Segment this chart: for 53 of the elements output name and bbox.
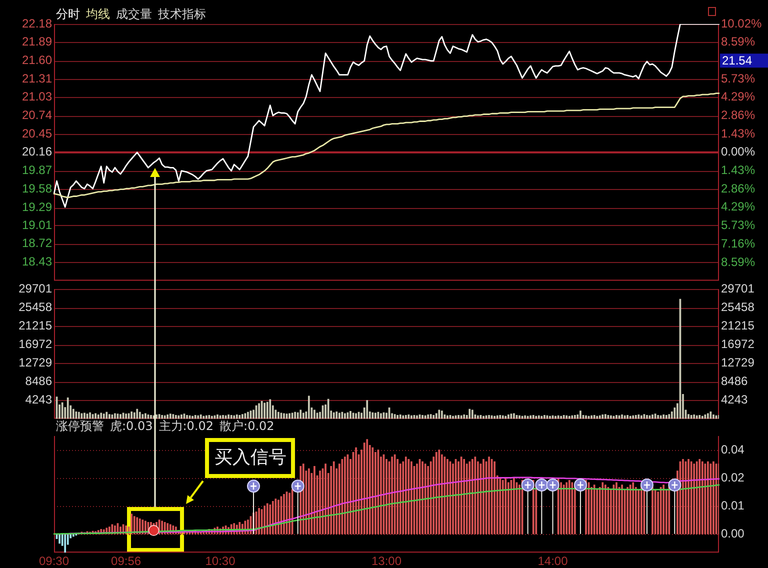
text: 21.54 [722,53,752,68]
y-tick-label: 19.87 [22,163,52,178]
y2-tick-label: 7.16% [721,236,756,250]
y-tick-label: 21.89 [22,34,52,49]
y-tick-label: 25458 [18,300,52,314]
y-tick-label: 4243 [25,392,52,407]
y-tick-label: 18.72 [22,236,52,250]
y-tick-label: 21.03 [22,89,52,104]
y2-tick-label: 4.29% [721,90,756,104]
text: 均线 [85,7,110,22]
y-tick-label: 18.43 [22,254,52,269]
x-tick-label: 10:30 [205,554,236,568]
y-tick-label: 0.04 [721,442,745,456]
y2-tick-label: 8.59% [721,254,756,269]
y-tick-label: 0.02 [721,470,745,484]
y-tick-label: 20.74 [22,108,52,122]
y2-tick-label: 5.73% [721,71,756,86]
y2-tick-label: 8.59% [721,34,756,49]
y-tick-label: 22.18 [22,16,52,30]
y2-tick-label: 2.86% [721,181,756,196]
x-tick-label: 09:30 [38,554,70,568]
y-tick-label: 21.60 [22,53,52,68]
y-tick-label: 0.00 [721,526,745,540]
annotation: 主力:0.02 [158,419,214,434]
y2-tick-label: 1.43% [721,126,756,140]
y-tick-label: 8486 [25,374,52,388]
y-tick-label: 19.01 [22,218,52,232]
y2-tick-label: 1.43% [721,163,756,178]
text: 技术指标 [157,7,206,22]
annotation: 买入信号 [205,438,296,478]
y-tick-label: 16972 [18,337,52,352]
y2-tick-label: 2.86% [721,108,756,122]
y-tick-label: 20.16 [22,144,52,159]
y2-tick-label: 0.00% [721,144,756,159]
chart-title: 涨停预警 [56,419,104,434]
x-tick-label: 09:56 [111,554,142,568]
y2-tick-label: 10.02% [721,16,762,30]
x-tick-label: 14:00 [538,554,568,568]
y-tick-label: 21.31 [22,72,52,86]
y2-tick-label: 4.29% [721,200,756,214]
y-tick-label: 20.45 [22,126,52,140]
y-tick-label: 19.58 [22,182,52,196]
annotation: 散户:0.02 [220,419,274,434]
y-tick-label: 12729 [18,356,52,370]
x-tick-label: 13:00 [371,554,402,568]
y-tick-label: 21215 [18,318,52,333]
y2-tick-label: 5.73% [721,218,756,232]
text: 成交量 [116,7,152,22]
y-tick-label: 19.29 [22,200,52,214]
y-tick-label: 29701 [18,282,52,296]
annotation: 虎:0.03 [110,419,153,434]
y-tick-label: 0.01 [721,498,745,512]
text: 分时 [56,7,80,22]
